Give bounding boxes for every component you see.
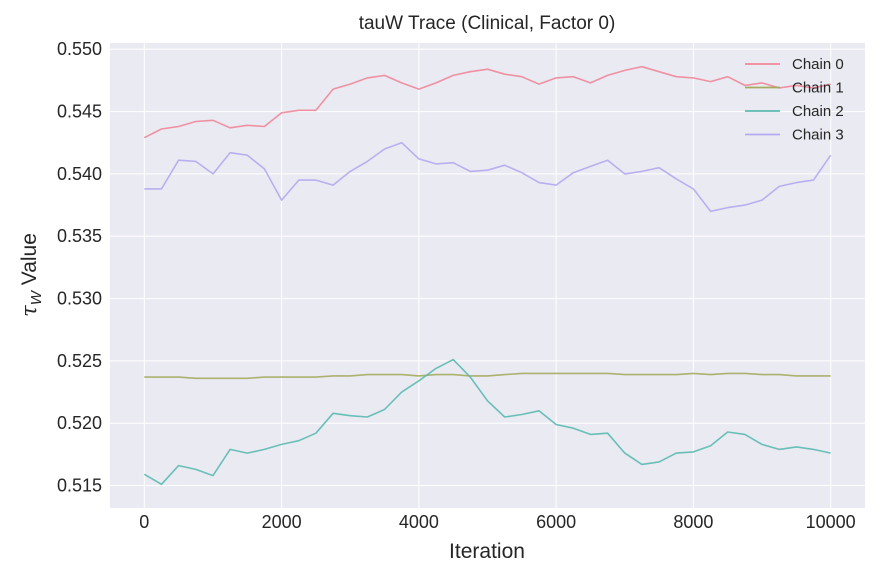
y-tick-label: 0.525 [57,351,102,371]
x-tick-label: 6000 [536,512,576,532]
series-line-chain-2 [143,358,831,486]
series-line-chain-1 [144,372,831,380]
x-tick-label: 4000 [399,512,439,532]
y-axis-label-symbol: τ [17,305,41,317]
y-tick-label: 0.515 [57,476,102,496]
y-tick-label: 0.540 [57,164,102,184]
x-tick-label: 0 [139,512,149,532]
legend-label-chain-0: Chain 0 [792,56,844,73]
series-lines [143,65,832,486]
y-tick-label: 0.550 [57,39,102,59]
y-tick-label: 0.545 [57,102,102,122]
x-tick-label: 8000 [673,512,713,532]
legend: Chain 0 Chain 1 Chain 2 Chain 3 [745,56,844,144]
chart-title: tauW Trace (Clinical, Factor 0) [359,13,616,34]
grid [110,43,865,508]
series-line-chain-3 [144,141,832,213]
y-axis-label: τW Value [17,233,45,317]
x-tick-label: 2000 [262,512,302,532]
y-axis-label-subscript: W [28,289,45,305]
x-tick-label: 10000 [806,512,856,532]
x-axis-ticks: 0 2000 4000 6000 8000 10000 [139,512,855,532]
y-axis-label-text: Value [18,233,41,291]
x-axis-label: Iteration [449,540,525,563]
y-axis-ticks: 0.515 0.520 0.525 0.530 0.535 0.540 0.545 0.550 [57,39,102,495]
legend-label-chain-2: Chain 2 [792,103,844,120]
legend-label-chain-1: Chain 1 [792,80,844,97]
series-line-chain-0 [143,65,831,139]
plot-background [110,43,865,508]
legend-label-chain-3: Chain 3 [792,127,844,144]
y-tick-label: 0.530 [57,289,102,309]
y-tick-label: 0.535 [57,226,102,246]
y-tick-label: 0.520 [57,413,102,433]
